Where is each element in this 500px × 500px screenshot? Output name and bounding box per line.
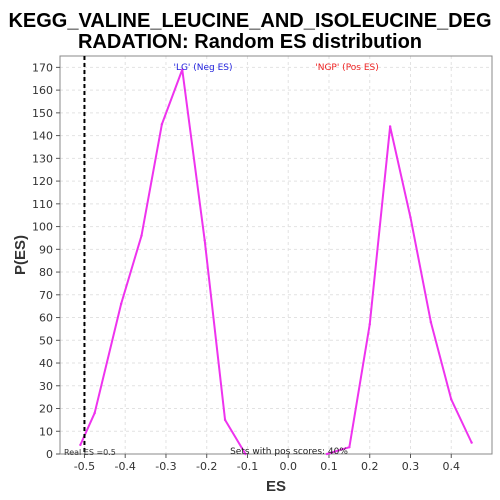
- x-tick-label: -0.5: [74, 460, 95, 473]
- x-tick-label: -0.4: [114, 460, 135, 473]
- data-point: [79, 443, 82, 447]
- grid: [60, 56, 492, 455]
- x-tick-label: 0.2: [361, 460, 379, 473]
- y-tick-label: 40: [39, 357, 53, 370]
- series-layer: [79, 68, 473, 456]
- x-tick-label: -0.1: [237, 460, 258, 473]
- x-tick-label: 0.3: [402, 460, 420, 473]
- data-point: [223, 418, 227, 422]
- data-point: [244, 452, 247, 456]
- x-axis-label: ES: [266, 478, 286, 495]
- y-tick-label: 150: [32, 107, 53, 120]
- x-tick-label: 0.1: [320, 460, 338, 473]
- y-tick-label: 110: [32, 198, 53, 211]
- data-point: [429, 320, 433, 324]
- y-axis-label: P(ES): [12, 235, 29, 275]
- data-point: [409, 216, 412, 219]
- y-tick-label: 10: [39, 425, 53, 438]
- data-point: [203, 239, 206, 242]
- data-point: [140, 234, 143, 237]
- y-tick-label: 90: [39, 243, 53, 256]
- pos-es-label: 'NGP' (Pos ES): [315, 63, 379, 73]
- y-tick-label: 120: [32, 175, 53, 188]
- data-point: [160, 123, 164, 126]
- data-point: [470, 441, 473, 444]
- plot-area: [59, 55, 493, 455]
- y-tick-label: 140: [32, 130, 53, 143]
- data-point: [388, 125, 392, 128]
- y-tick-label: 0: [46, 448, 53, 461]
- y-tick-label: 170: [32, 61, 53, 74]
- chart-title-line-1: KEGG_VALINE_LEUCINE_AND_ISOLEUCINE_DEG: [8, 10, 491, 32]
- data-point: [450, 398, 453, 401]
- y-tick-label: 50: [39, 334, 53, 347]
- y-tick-label: 100: [32, 221, 53, 234]
- es-distribution-line: [79, 68, 247, 455]
- pos-scores-label: Sets with pos scores: 40%: [230, 447, 348, 457]
- neg-es-label: 'LG' (Neg ES): [173, 63, 232, 73]
- x-tick-label: 0.4: [442, 460, 460, 473]
- data-point: [368, 323, 371, 326]
- data-point: [348, 445, 351, 449]
- x-tick-label: -0.2: [196, 460, 217, 473]
- data-point: [93, 411, 96, 415]
- x-tick-label: 0.0: [279, 460, 297, 473]
- chart-title-line-2: RADATION: Random ES distribution: [78, 31, 422, 53]
- y-tick-label: 20: [39, 403, 53, 416]
- real-es-label: Real ES =0.5: [64, 448, 116, 457]
- y-tick-label: 80: [39, 266, 53, 279]
- y-tick-label: 70: [39, 289, 53, 302]
- axis-ticks: -0.5 -0.4 -0.3 -0.2 -0.1 0.0 0.1 0.2 0.3 0.4 0 10 20…: [32, 61, 460, 473]
- y-tick-label: 60: [39, 312, 53, 325]
- y-tick-label: 130: [32, 152, 53, 165]
- data-point: [181, 68, 184, 71]
- data-point: [119, 302, 123, 306]
- y-tick-label: 160: [32, 84, 53, 97]
- data-point: [325, 452, 329, 456]
- es-distribution-line: [326, 125, 473, 455]
- x-tick-label: -0.3: [155, 460, 176, 473]
- y-tick-label: 30: [39, 380, 53, 393]
